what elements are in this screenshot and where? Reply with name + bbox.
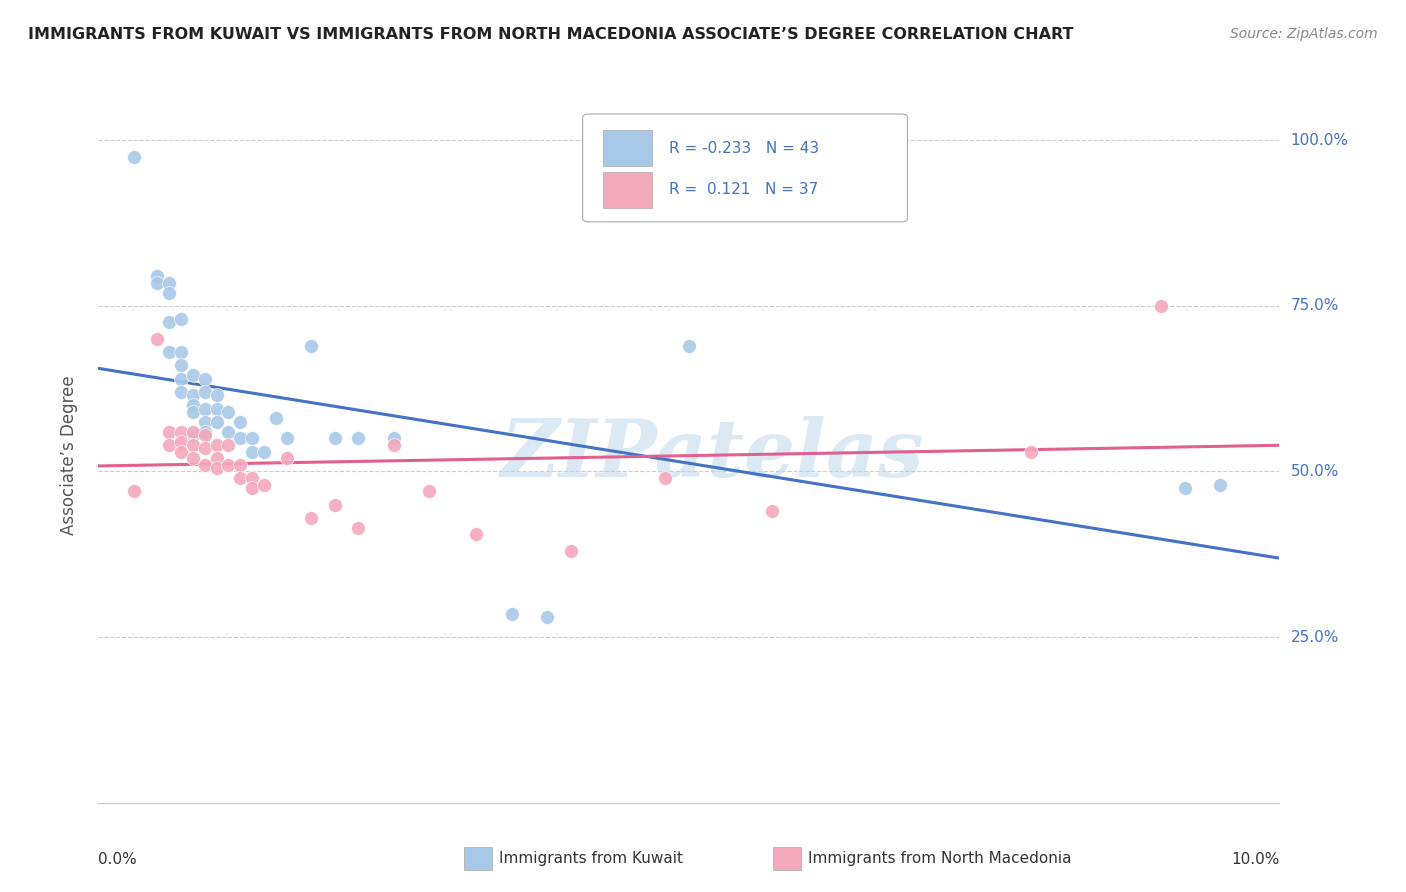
Point (347, 521, 370, 535)
Point (654, 471, 676, 485)
Point (240, 481, 263, 495)
Point (240, 444, 263, 458)
Point (217, 458, 239, 472)
Point (253, 477, 276, 491)
Point (194, 384, 217, 399)
Point (347, 431, 370, 445)
Point (181, 438, 204, 452)
Point (122, 150, 145, 164)
Point (181, 428, 204, 442)
Text: Immigrants from Kuwait: Immigrants from Kuwait (499, 852, 683, 866)
Point (264, 411, 287, 425)
Point (170, 312, 193, 326)
FancyBboxPatch shape (603, 130, 652, 166)
Point (217, 425, 239, 439)
Point (418, 484, 440, 499)
Point (323, 498, 346, 512)
Point (229, 458, 252, 472)
Point (194, 372, 217, 386)
Text: 50.0%: 50.0% (1291, 464, 1339, 479)
Text: 10.0%: 10.0% (1232, 852, 1279, 866)
Point (194, 415, 217, 429)
Text: Source: ZipAtlas.com: Source: ZipAtlas.com (1230, 27, 1378, 41)
Point (382, 431, 405, 445)
Text: 75.0%: 75.0% (1291, 298, 1339, 313)
Point (194, 401, 217, 416)
Point (205, 388, 228, 402)
Text: Immigrants from North Macedonia: Immigrants from North Macedonia (808, 852, 1071, 866)
Point (146, 332, 169, 346)
Point (276, 451, 298, 466)
Point (465, 527, 488, 541)
Point (1174, 481, 1197, 495)
Point (157, 438, 180, 452)
Point (170, 425, 193, 439)
Point (299, 511, 322, 525)
Text: 0.0%: 0.0% (98, 852, 138, 866)
Point (678, 338, 700, 352)
Point (170, 434, 193, 449)
Point (560, 544, 582, 558)
Point (229, 415, 252, 429)
Point (122, 484, 145, 499)
Point (217, 405, 239, 419)
Point (181, 368, 204, 383)
Point (157, 285, 180, 300)
Point (157, 276, 180, 290)
Point (194, 428, 217, 442)
Point (205, 401, 228, 416)
Point (229, 471, 252, 485)
Y-axis label: Associate’s Degree: Associate’s Degree (59, 376, 77, 534)
Point (157, 345, 180, 359)
Point (1150, 299, 1173, 313)
Text: IMMIGRANTS FROM KUWAIT VS IMMIGRANTS FROM NORTH MACEDONIA ASSOCIATE’S DEGREE COR: IMMIGRANTS FROM KUWAIT VS IMMIGRANTS FRO… (28, 27, 1074, 42)
FancyBboxPatch shape (603, 172, 652, 208)
Point (181, 398, 204, 412)
Point (170, 359, 193, 373)
Point (181, 405, 204, 419)
Point (181, 451, 204, 466)
Point (194, 458, 217, 472)
Point (146, 276, 169, 290)
Point (1209, 477, 1232, 491)
Point (253, 444, 276, 458)
Point (382, 438, 405, 452)
Point (240, 471, 263, 485)
Point (205, 461, 228, 475)
Point (170, 345, 193, 359)
Point (229, 431, 252, 445)
Point (194, 425, 217, 439)
Point (276, 431, 298, 445)
Text: R =  0.121   N = 37: R = 0.121 N = 37 (669, 182, 818, 197)
Point (181, 425, 204, 439)
Point (536, 610, 558, 624)
Point (205, 415, 228, 429)
Point (205, 438, 228, 452)
Point (299, 338, 322, 352)
Text: R = -0.233   N = 43: R = -0.233 N = 43 (669, 141, 818, 155)
Point (170, 372, 193, 386)
Point (501, 607, 523, 621)
Point (205, 451, 228, 466)
Point (240, 431, 263, 445)
Text: ZIPatеlas: ZIPatеlas (501, 417, 924, 493)
Point (170, 384, 193, 399)
Point (157, 315, 180, 329)
Point (323, 431, 346, 445)
Point (761, 504, 783, 518)
Point (157, 425, 180, 439)
Text: 100.0%: 100.0% (1291, 133, 1348, 148)
Point (181, 388, 204, 402)
Point (170, 444, 193, 458)
Point (146, 268, 169, 283)
FancyBboxPatch shape (582, 114, 907, 222)
Point (194, 442, 217, 456)
Point (217, 438, 239, 452)
Text: 25.0%: 25.0% (1291, 630, 1339, 645)
Point (1021, 444, 1043, 458)
